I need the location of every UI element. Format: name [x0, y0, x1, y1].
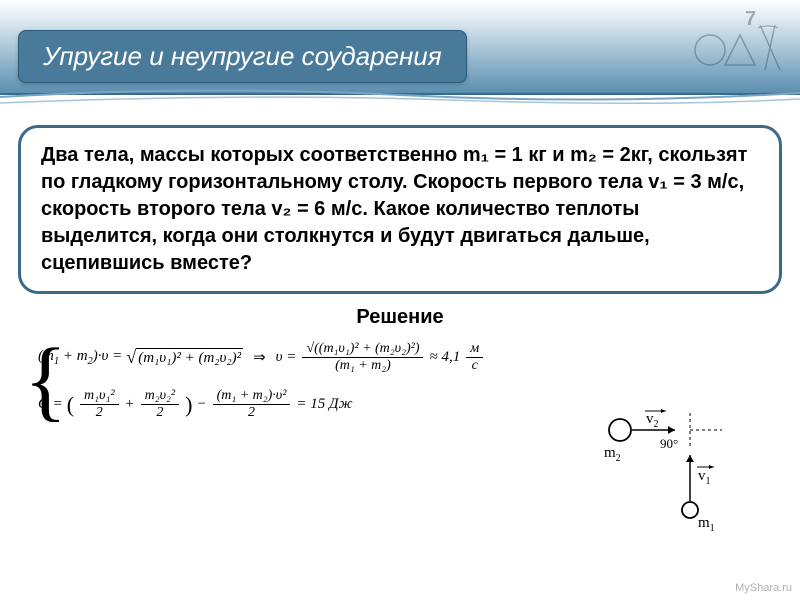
title-box: Упругие и неупругие соударения: [18, 30, 467, 83]
eq2-term3: (m₁ + m₂)·υ² 2: [213, 388, 291, 421]
v1-label: v1: [698, 468, 711, 487]
body-m1-circle: [682, 502, 698, 518]
system-bracket: {: [24, 340, 67, 421]
eq2-minus: −: [196, 396, 206, 413]
m1-label: m1: [698, 515, 715, 534]
solution-label: Решение: [0, 306, 800, 329]
eq2-plus: +: [125, 396, 135, 413]
equation-1: (m1 + m2)·υ = √ (m₁υ₁)² + (m₂υ₂)² ⇒ υ = …: [20, 341, 485, 374]
angle-label: 90°: [660, 436, 678, 451]
eq1-sqrt: √ (m₁υ₁)² + (m₂υ₂)²: [126, 347, 243, 368]
equation-2: Q = ( m₁υ₁² 2 + m₂υ₂² 2 ) − (m₁ + m₂)·υ²…: [20, 388, 485, 421]
solution-area: { (m1 + m2)·υ = √ (m₁υ₁)² + (m₂υ₂)² ⇒ υ …: [0, 335, 800, 535]
problem-box: Два тела, массы которых соответственно m…: [18, 125, 782, 294]
body-m2-circle: [609, 419, 631, 441]
eq1-result: ≈ 4,1: [429, 349, 460, 366]
header-bar: 7 Упругие и неупругие соударения: [0, 0, 800, 95]
m2-label: m2: [604, 445, 621, 464]
header-decoration-icons: 7: [650, 0, 800, 95]
eq2-result: = 15 Дж: [296, 396, 352, 413]
eq1-main-frac: √((m₁υ₁)² + (m₂υ₂)²) (m₁ + m₂): [302, 341, 423, 374]
watermark: MyShara.ru: [735, 582, 792, 594]
collision-diagram: m2 v2 m1 v1 90°: [590, 385, 740, 535]
v1-arrow-head: [686, 455, 694, 462]
problem-text: Два тела, массы которых соответственно m…: [41, 142, 759, 277]
eq1-rhs-var: υ =: [276, 349, 297, 366]
decorative-curves: [0, 85, 800, 115]
eq1-unit: м с: [466, 341, 483, 374]
eq2-term2: m₂υ₂² 2: [141, 388, 179, 421]
eq1-arrow: ⇒: [253, 348, 266, 367]
eq2-term1: m₁υ₁² 2: [80, 388, 118, 421]
v2-label: v2: [646, 411, 659, 430]
equations-block: { (m1 + m2)·υ = √ (m₁υ₁)² + (m₂υ₂)² ⇒ υ …: [20, 335, 485, 427]
v2-arrow-head: [668, 426, 675, 434]
page-title: Упругие и неупругие соударения: [43, 41, 442, 72]
slide-number: 7: [745, 8, 756, 30]
